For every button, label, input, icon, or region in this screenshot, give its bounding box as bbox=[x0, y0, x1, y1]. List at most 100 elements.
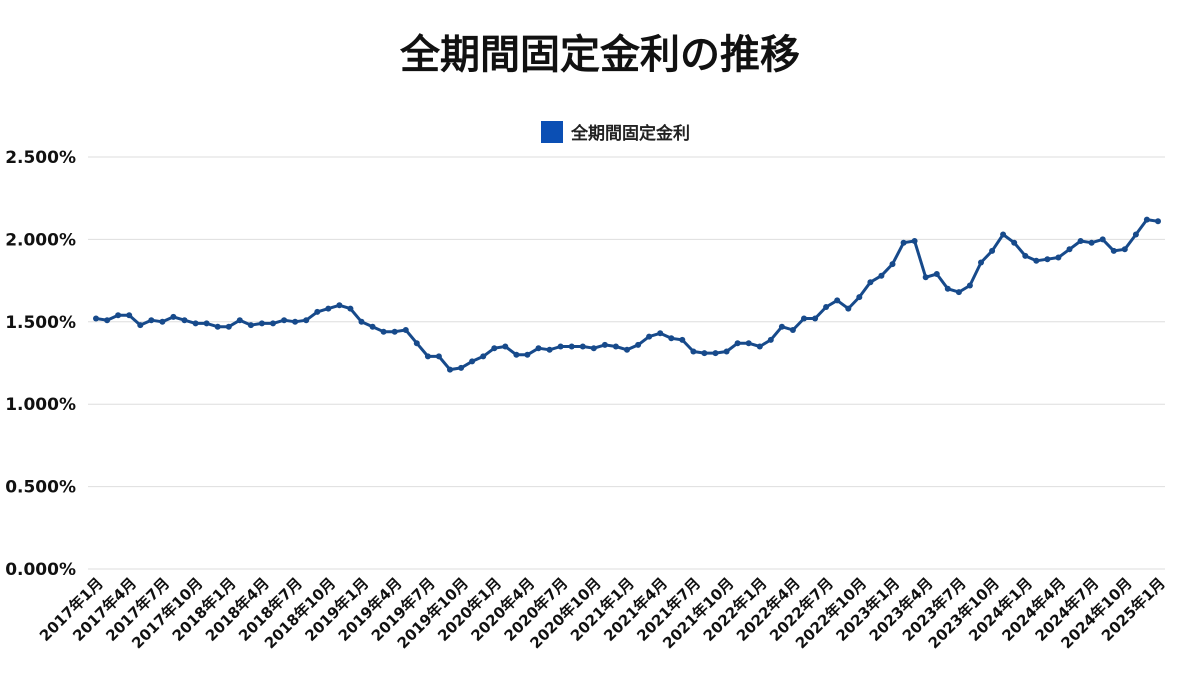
data-point bbox=[469, 358, 476, 365]
data-point bbox=[1044, 256, 1051, 263]
data-point bbox=[668, 335, 675, 342]
data-point bbox=[1022, 252, 1029, 259]
data-point bbox=[1011, 239, 1018, 246]
data-point bbox=[966, 282, 973, 289]
data-point bbox=[789, 327, 796, 333]
data-point bbox=[568, 343, 575, 350]
data-point bbox=[491, 345, 498, 352]
data-point bbox=[978, 259, 984, 266]
legend-label: 全期間固定金利 bbox=[570, 123, 690, 144]
x-axis: 2017年1月2017年4月2017年7月2017年10月2018年1月2018… bbox=[36, 574, 1169, 652]
y-tick-label: 2.000% bbox=[5, 230, 76, 250]
data-point bbox=[270, 320, 276, 327]
data-point bbox=[878, 272, 885, 279]
data-point bbox=[115, 312, 122, 319]
data-point bbox=[236, 317, 243, 324]
data-point bbox=[292, 318, 299, 325]
data-point bbox=[435, 353, 442, 360]
data-point bbox=[402, 327, 409, 333]
data-point bbox=[955, 289, 962, 296]
data-point bbox=[557, 343, 564, 350]
data-point bbox=[745, 340, 752, 347]
data-point bbox=[624, 346, 630, 353]
data-point bbox=[690, 348, 697, 355]
data-point bbox=[601, 341, 608, 348]
data-point bbox=[778, 323, 785, 330]
data-point bbox=[1121, 246, 1128, 253]
data-point bbox=[314, 308, 321, 315]
data-point bbox=[1066, 246, 1073, 253]
data-point bbox=[911, 238, 918, 244]
data-point bbox=[524, 351, 531, 358]
data-point bbox=[1055, 254, 1062, 261]
data-point bbox=[104, 317, 111, 324]
data-point bbox=[845, 305, 852, 312]
data-point bbox=[1000, 231, 1007, 238]
data-point bbox=[413, 340, 420, 347]
data-point bbox=[93, 315, 99, 322]
data-point bbox=[612, 343, 619, 350]
data-point bbox=[203, 320, 210, 327]
data-point bbox=[856, 294, 863, 301]
data-point bbox=[546, 346, 553, 353]
data-point bbox=[679, 336, 686, 343]
data-point bbox=[1132, 231, 1139, 238]
data-point bbox=[1110, 247, 1117, 254]
data-point bbox=[137, 322, 144, 329]
data-point bbox=[214, 323, 221, 330]
data-point bbox=[502, 343, 509, 350]
data-point bbox=[944, 285, 951, 292]
data-point bbox=[159, 318, 166, 325]
data-point bbox=[900, 239, 907, 246]
data-point bbox=[247, 322, 254, 329]
data-point bbox=[480, 353, 487, 360]
y-tick-label: 0.500% bbox=[5, 478, 76, 498]
data-point bbox=[1099, 236, 1106, 243]
data-point bbox=[922, 274, 929, 281]
data-point bbox=[424, 353, 431, 360]
y-axis: 0.000% 0.500% 1.000% 1.500% 2.000% 2.500% bbox=[5, 148, 76, 580]
data-point bbox=[192, 320, 199, 327]
data-point bbox=[225, 323, 232, 330]
data-point bbox=[535, 345, 542, 352]
data-point bbox=[701, 350, 708, 357]
chart-title: 全期間固定金利の推移 bbox=[399, 32, 800, 78]
data-point bbox=[1033, 257, 1040, 264]
data-point bbox=[347, 305, 354, 312]
gridlines bbox=[88, 156, 1165, 570]
data-point bbox=[148, 317, 155, 324]
data-point bbox=[734, 340, 741, 347]
data-point bbox=[325, 305, 332, 312]
data-point bbox=[867, 279, 874, 286]
data-point bbox=[170, 313, 177, 320]
data-point bbox=[834, 297, 841, 304]
data-point bbox=[336, 302, 343, 309]
data-points bbox=[93, 216, 1161, 373]
data-point bbox=[391, 328, 398, 335]
legend-swatch bbox=[541, 121, 563, 143]
data-point bbox=[380, 328, 387, 335]
data-point bbox=[989, 247, 996, 254]
data-point bbox=[303, 317, 310, 324]
y-tick-label: 1.500% bbox=[5, 313, 76, 333]
data-point bbox=[657, 330, 664, 337]
data-point bbox=[756, 343, 763, 350]
data-point bbox=[646, 333, 653, 340]
data-point bbox=[590, 345, 597, 352]
data-point bbox=[889, 261, 896, 268]
data-point bbox=[812, 315, 819, 322]
y-tick-label: 0.000% bbox=[5, 560, 76, 580]
data-point bbox=[723, 348, 730, 355]
data-point bbox=[1143, 216, 1150, 223]
data-point bbox=[181, 317, 188, 324]
data-point bbox=[767, 336, 774, 343]
data-point bbox=[281, 317, 288, 324]
data-point bbox=[801, 315, 807, 322]
data-point bbox=[458, 364, 465, 371]
data-point bbox=[1088, 239, 1095, 246]
data-point bbox=[579, 343, 586, 350]
data-point bbox=[1077, 238, 1084, 244]
data-point bbox=[712, 350, 719, 357]
legend: 全期間固定金利 bbox=[541, 121, 690, 144]
